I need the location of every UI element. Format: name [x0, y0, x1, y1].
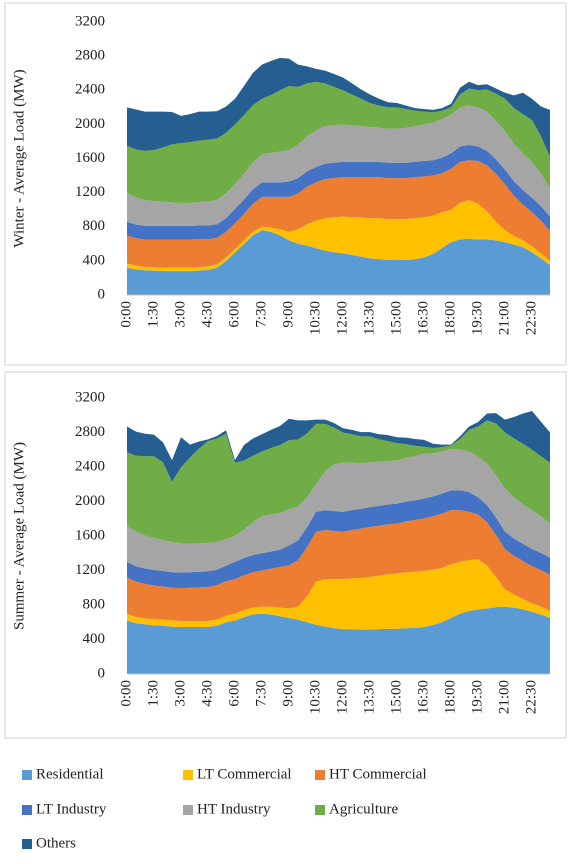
x-tick-label: 4:30: [199, 680, 215, 707]
y-tick-label: 1200: [75, 562, 105, 578]
y-tick-label: 0: [98, 286, 106, 302]
y-tick-label: 2400: [75, 458, 105, 474]
panel-border: [4, 371, 567, 739]
y-tick-label: 1600: [75, 527, 105, 543]
y-tick-label: 800: [83, 218, 106, 234]
area: [127, 144, 550, 240]
y-tick-label: 2400: [75, 82, 105, 98]
area: [127, 81, 550, 203]
legend-swatch: [22, 839, 32, 849]
x-tick-label: 1:30: [145, 680, 161, 707]
x-tick-label: 21:00: [496, 301, 512, 335]
legend-swatch: [315, 805, 325, 815]
area: [127, 57, 550, 157]
legend-label: LT Industry: [36, 801, 107, 817]
x-tick-label: 0:00: [118, 680, 134, 707]
x-tick-label: 6:00: [226, 301, 242, 328]
x-tick-label: 4:30: [199, 301, 215, 328]
x-tick-label: 15:00: [388, 680, 404, 714]
area: [127, 230, 550, 295]
y-tick-label: 3200: [75, 389, 105, 405]
y-tick-label: 800: [83, 596, 106, 612]
legend-swatch: [22, 805, 32, 815]
legend-label: HT Industry: [197, 801, 271, 817]
panel-border: [4, 2, 567, 366]
legend-swatch: [22, 770, 32, 780]
legend-label: Others: [36, 835, 76, 851]
y-tick-label: 2800: [75, 424, 105, 440]
x-tick-label: 3:00: [172, 680, 188, 707]
area: [127, 105, 550, 226]
x-tick-label: 18:00: [442, 301, 458, 335]
y-tick-label: 1600: [75, 150, 105, 166]
x-tick-label: 21:00: [496, 680, 512, 714]
y-tick-label: 2000: [75, 493, 105, 509]
x-tick-label: 16:30: [415, 680, 431, 714]
y-tick-label: 3200: [75, 13, 105, 29]
x-tick-label: 0:00: [118, 301, 134, 328]
y-tick-label: 2000: [75, 116, 105, 132]
y-axis-title: Summer - Average Load (MW): [11, 442, 27, 630]
x-tick-label: 3:00: [172, 301, 188, 328]
x-tick-label: 18:00: [442, 680, 458, 714]
legend-label: HT Commercial: [329, 766, 427, 782]
x-tick-label: 13:30: [361, 680, 377, 714]
x-tick-label: 12:00: [334, 301, 350, 335]
x-tick-label: 7:30: [253, 680, 269, 707]
x-tick-label: 19:30: [469, 680, 485, 714]
x-tick-label: 15:00: [388, 301, 404, 335]
legend-label: LT Commercial: [197, 766, 292, 782]
area: LT Industry: [127, 490, 550, 589]
x-tick-label: 9:00: [280, 680, 296, 707]
area: LT Commercial: [127, 559, 550, 630]
y-tick-label: 2800: [75, 48, 105, 64]
x-tick-label: 12:00: [334, 680, 350, 714]
x-tick-label: 22:30: [523, 680, 539, 714]
x-tick-label: 10:30: [307, 680, 323, 714]
legend-swatch: [315, 770, 325, 780]
legend-label: Residential: [36, 766, 104, 782]
x-tick-label: 19:30: [469, 301, 485, 335]
area: HT Commercial: [127, 510, 550, 621]
x-tick-label: 6:00: [226, 680, 242, 707]
y-tick-label: 400: [83, 631, 106, 647]
y-axis-title: Winter - Average Load (MW): [11, 69, 27, 247]
legend-label: Agriculture: [329, 801, 398, 817]
area: [127, 200, 550, 272]
area: Residential: [127, 606, 550, 674]
area: HT Industry: [127, 448, 550, 573]
x-tick-label: 13:30: [361, 301, 377, 335]
y-tick-label: 1200: [75, 184, 105, 200]
x-tick-label: 1:30: [145, 301, 161, 328]
x-tick-label: 10:30: [307, 301, 323, 335]
x-tick-label: 9:00: [280, 301, 296, 328]
area: [127, 160, 550, 268]
legend-swatch: [183, 805, 193, 815]
x-tick-label: 16:30: [415, 301, 431, 335]
legend-swatch: [183, 770, 193, 780]
y-tick-label: 0: [98, 665, 106, 681]
x-tick-label: 22:30: [523, 301, 539, 335]
area: Agriculture: [127, 420, 550, 544]
area: Others: [127, 410, 550, 482]
x-tick-label: 7:30: [253, 301, 269, 328]
y-tick-label: 400: [83, 252, 106, 268]
